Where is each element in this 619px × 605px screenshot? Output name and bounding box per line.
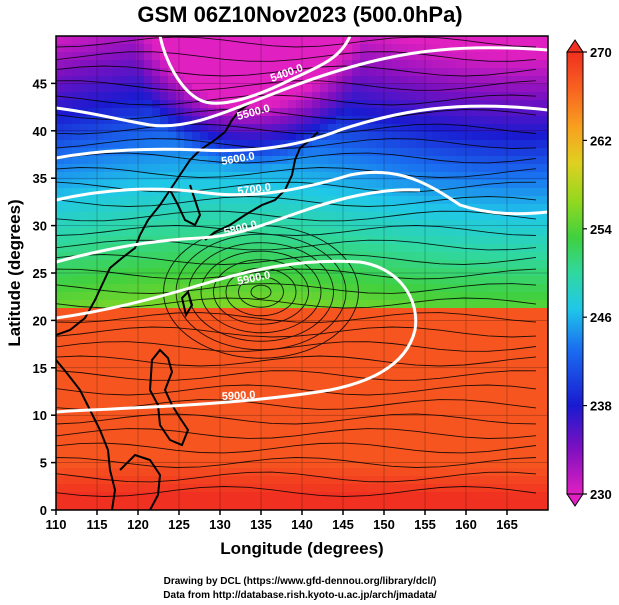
y-axis-title: Latitude (degrees) bbox=[5, 199, 24, 346]
contour-label: 5600.0 bbox=[220, 150, 255, 168]
coastline-taiwan bbox=[180, 290, 194, 318]
y-tick-label: 15 bbox=[33, 361, 47, 376]
credit-drawing: Drawing by DCL (https://www.gfd-dennou.o… bbox=[164, 576, 437, 587]
colorbar-gradient bbox=[566, 51, 584, 495]
x-axis: 110 115 120 125 130 135 140 145 150 155 160 165 bbox=[46, 510, 518, 532]
y-axis: 0 5 10 15 20 25 30 35 40 45 bbox=[33, 76, 56, 518]
colorbar-tick-label: 262 bbox=[590, 133, 612, 148]
y-tick-label: 25 bbox=[33, 266, 47, 281]
y-tick-label: 30 bbox=[33, 219, 47, 234]
y-tick-label: 20 bbox=[33, 313, 47, 328]
chart-title: GSM 06Z10Nov2023 (500.0hPa) bbox=[137, 2, 462, 27]
contour-label: 5700.0 bbox=[237, 181, 272, 198]
colorbar-top-arrow bbox=[566, 39, 584, 53]
x-tick-label: 115 bbox=[87, 517, 108, 532]
contour-5400 bbox=[158, 36, 352, 105]
contour-5900-north bbox=[56, 259, 418, 414]
coastline-philippines bbox=[148, 348, 190, 447]
y-tick-label: 10 bbox=[33, 408, 47, 423]
x-tick-label: 145 bbox=[332, 517, 354, 532]
coastline-asia bbox=[56, 99, 256, 336]
coastline-borneo bbox=[119, 453, 162, 510]
y-tick-label: 0 bbox=[40, 503, 47, 518]
x-tick-label: 140 bbox=[291, 517, 313, 532]
x-tick-label: 125 bbox=[168, 517, 190, 532]
coastline-indochina bbox=[56, 359, 117, 510]
x-tick-label: 165 bbox=[496, 517, 518, 532]
plot-area: 5400.0 5500.0 5600.0 5700.0 5800.0 5900.… bbox=[56, 36, 548, 510]
credit-data: Data from http://database.rish.kyoto-u.a… bbox=[163, 590, 437, 601]
colorbar-bottom-arrow bbox=[566, 493, 584, 507]
x-tick-label: 110 bbox=[46, 517, 67, 532]
contour-5500 bbox=[56, 46, 548, 128]
coastline-korea bbox=[169, 184, 202, 227]
contour-5600 bbox=[56, 104, 548, 160]
colorbar: 230 238 246 254 262 270 bbox=[566, 39, 612, 507]
x-tick-label: 150 bbox=[373, 517, 395, 532]
coastlines bbox=[56, 99, 319, 510]
colorbar-tick-label: 254 bbox=[590, 222, 612, 237]
contour-label: 5900.0 bbox=[222, 389, 256, 403]
contour-5700 bbox=[56, 170, 548, 216]
x-axis-title: Longitude (degrees) bbox=[220, 539, 383, 558]
y-tick-label: 35 bbox=[33, 171, 47, 186]
height-contours bbox=[56, 36, 548, 414]
x-tick-label: 130 bbox=[209, 517, 231, 532]
y-tick-label: 45 bbox=[33, 76, 47, 91]
colorbar-tick-label: 238 bbox=[590, 399, 612, 414]
x-tick-label: 160 bbox=[455, 517, 477, 532]
x-tick-label: 135 bbox=[250, 517, 272, 532]
y-tick-label: 5 bbox=[40, 456, 47, 471]
x-tick-label: 120 bbox=[127, 517, 149, 532]
coastline-japan bbox=[204, 131, 319, 241]
x-tick-label: 155 bbox=[414, 517, 436, 532]
y-tick-label: 40 bbox=[33, 124, 47, 139]
colorbar-tick-label: 270 bbox=[590, 45, 612, 60]
contour-5800 bbox=[56, 188, 421, 264]
gridlines bbox=[56, 36, 548, 510]
colorbar-tick-label: 246 bbox=[590, 310, 612, 325]
colorbar-tick-label: 230 bbox=[590, 487, 612, 502]
